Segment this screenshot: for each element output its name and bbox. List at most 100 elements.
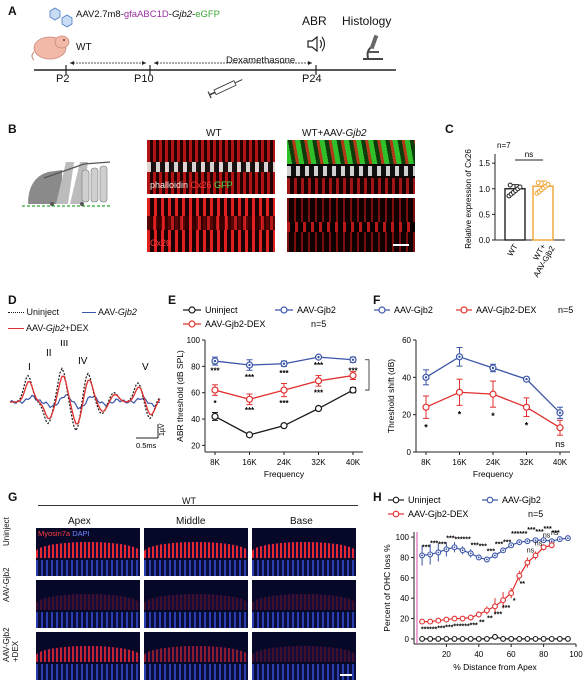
f-sig-label: ns <box>555 439 565 449</box>
chart-c: 0.0 0.5 1.0 1.5 Relative expression of Cx26 n… <box>464 141 565 279</box>
h-point <box>427 635 434 642</box>
vector-reporter: eGFP <box>195 9 220 20</box>
h-sig-top: *** <box>463 536 471 543</box>
e-sig-label: *** <box>245 373 255 382</box>
h-point <box>556 635 563 642</box>
h-point-center <box>486 558 488 561</box>
h-x-tick-label: 100 <box>569 650 583 659</box>
wave-label: I <box>28 362 31 373</box>
h-point <box>500 635 507 642</box>
h-sig-bottom: *** <box>494 611 502 618</box>
legend-aav: AAV-Gjb2 <box>82 307 137 317</box>
e-sig-label: * <box>213 399 217 408</box>
hair-cell-band <box>144 542 248 558</box>
scale-amp-label: 1µV <box>159 423 166 436</box>
h-point-center <box>445 548 448 551</box>
h-sig-top: *** <box>479 543 487 550</box>
chart-e-point <box>211 386 219 394</box>
h-point <box>532 635 539 642</box>
h-sig-bottom: *** <box>421 627 429 634</box>
e-n-label: n=5 <box>311 319 326 329</box>
chart-f-y-tick-label: 60 <box>402 336 411 345</box>
dexamethasone-label: Dexamethasone <box>226 55 296 66</box>
timeline-panel: AAV2.7m8-gfaABC1D-Gjb2-eGFP WT Dexametha… <box>0 0 583 120</box>
hair-cell-band <box>144 646 248 662</box>
panel-g-title-line <box>38 505 358 506</box>
f-legend-marker <box>378 306 386 314</box>
h-point <box>500 597 507 604</box>
h-sig-bottom: * <box>513 598 516 605</box>
micrograph-cell <box>252 632 356 680</box>
chart-f-y-tick-label: 0 <box>407 448 412 457</box>
h-point-center <box>550 540 553 543</box>
h-point <box>548 635 555 642</box>
h-y-tick-label: 80 <box>400 553 409 562</box>
h-y-tick-label: 20 <box>400 615 409 624</box>
header-wt: WT <box>206 128 222 139</box>
chart-e-point <box>314 377 323 385</box>
vector-promoter: gfaABC1D <box>123 9 169 20</box>
panel-label-b: B <box>8 122 17 136</box>
wave-label: III <box>60 340 68 349</box>
h-sig-top: *** <box>454 536 462 543</box>
h-point <box>459 635 466 642</box>
f-sig-label: * <box>525 421 529 431</box>
h-point <box>435 617 442 624</box>
h-x-tick-label: 80 <box>539 650 548 659</box>
chart-e-y-tick-label: 40 <box>191 415 200 424</box>
chart-f-point-center <box>525 378 528 381</box>
h-point <box>419 618 426 625</box>
h-sig-bottom: ns <box>527 548 535 555</box>
c-x-label-wt: WT <box>506 242 520 257</box>
c-y-tick-label: 1.5 <box>479 159 491 168</box>
h-point-center <box>437 551 440 554</box>
dapi-layer <box>36 560 140 576</box>
h-sig-top: *** <box>511 531 519 538</box>
h-sig-bottom: *** <box>437 626 445 633</box>
col-middle: Middle <box>176 516 206 527</box>
wave-label: V <box>142 362 149 373</box>
h-point <box>540 544 547 551</box>
c-y-tick-label: 0.0 <box>479 236 491 245</box>
e-sig-label: *** <box>314 361 324 370</box>
h-point <box>475 611 482 618</box>
dapi-layer <box>252 664 356 680</box>
c-y-tick-label: 1.0 <box>479 185 491 194</box>
micrograph-wt-cx26: Cx26 <box>147 198 275 252</box>
h-x-tick-label: 60 <box>507 650 516 659</box>
h-x-tick-label: 40 <box>474 650 483 659</box>
panel-label-e: E <box>168 293 177 307</box>
legend-uninject: Uninject <box>8 307 59 317</box>
chart-f-point <box>455 388 464 396</box>
panel-g: WT Apex Middle Base Uninject AAV-Gjb2 AA… <box>0 492 370 680</box>
h-point-center <box>534 539 537 542</box>
micrograph-cell <box>252 580 356 628</box>
row-dex: AAV-Gjb2 +DEX <box>2 627 20 662</box>
chart-e-x-tick-label: 16K <box>242 458 257 467</box>
chart-e-y-tick-label: 20 <box>191 441 200 450</box>
hair-cell-band <box>252 646 356 662</box>
h-point <box>483 607 490 614</box>
chart-f-point <box>522 403 531 411</box>
trace-dex <box>10 375 161 425</box>
chart-e-y-tick-label: 100 <box>187 336 201 345</box>
micrograph-wt-merge: phalloidin Cx26 GFP <box>147 140 275 194</box>
h-point-center <box>526 540 529 543</box>
h-point <box>419 635 426 642</box>
vector-dash: - <box>192 9 196 20</box>
chart-e-point <box>245 431 254 439</box>
chart-e-y-label: ABR threshold (dB SPL) <box>175 350 185 442</box>
chart-f-point-center <box>458 355 461 358</box>
h-point <box>451 615 458 622</box>
h-y-label: Percent of OHC loss % <box>382 544 392 632</box>
micrograph-aav-cx26 <box>287 198 415 252</box>
stain-phalloidin: phalloidin <box>150 180 189 190</box>
chart-f-x-tick-label: 40K <box>553 458 568 467</box>
h-y-tick-label: 60 <box>400 574 409 583</box>
trace-aav <box>9 393 160 410</box>
chart-f-point <box>422 403 430 411</box>
stain-gfp: GFP <box>214 180 233 190</box>
chart-f-x-tick-label: 16K <box>452 458 467 467</box>
chart-e-point-center <box>317 355 320 359</box>
chart-e-point <box>349 371 357 380</box>
